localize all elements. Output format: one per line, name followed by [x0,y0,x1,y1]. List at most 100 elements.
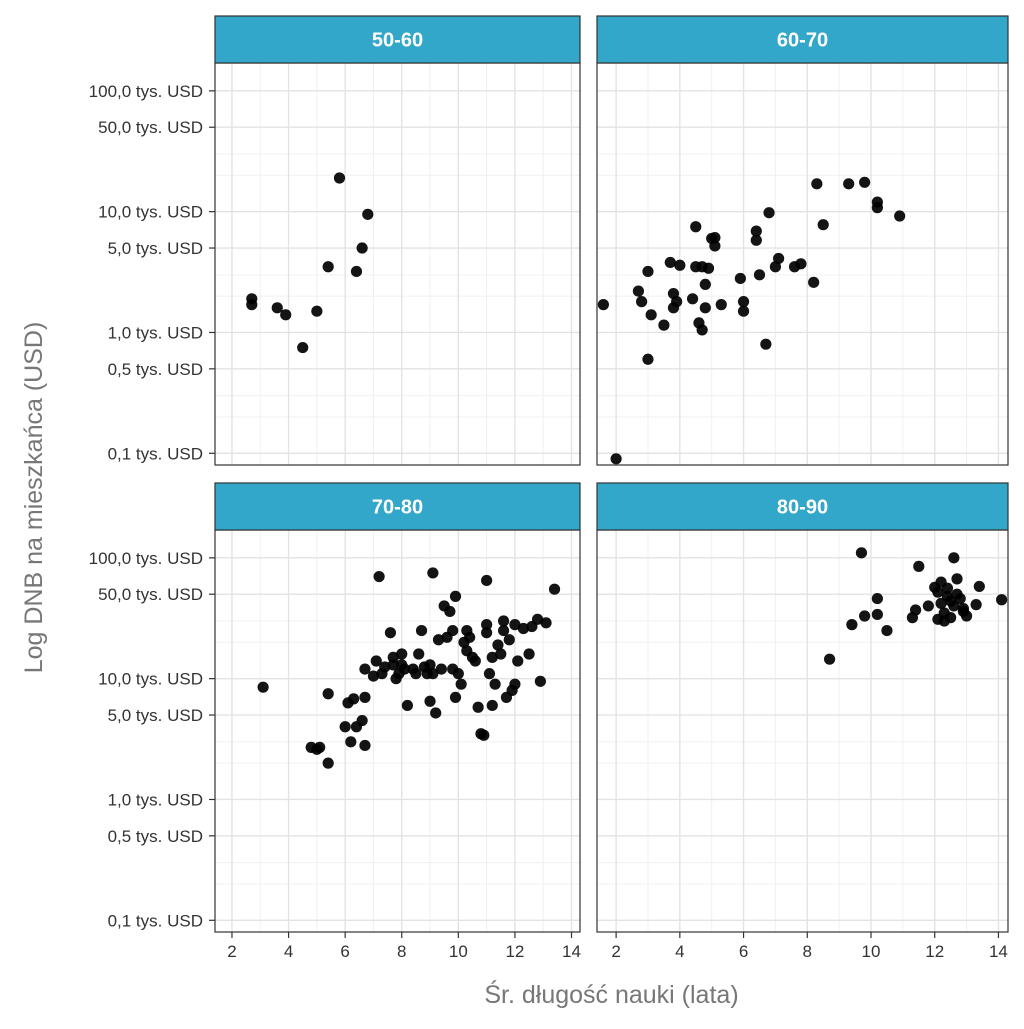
data-point [396,648,408,660]
data-point [871,608,883,621]
facet-strip [596,482,1009,531]
y-tick-label: 1,0 tys. USD [108,790,203,809]
data-point [709,240,721,252]
data-point [715,299,727,311]
data-point [449,691,462,703]
data-point [424,695,436,707]
data-point [871,592,883,605]
y-tick-label: 1,0 tys. USD [108,323,203,342]
data-point [913,560,925,572]
facet-strip-label: 70-80 [372,497,423,519]
data-point [753,269,766,281]
data-point [311,305,323,317]
data-point [846,619,858,631]
data-point [945,612,957,624]
x-tick-label: 12 [925,942,944,961]
data-point [948,600,960,612]
facet-strip [214,15,581,64]
x-tick-label: 12 [505,942,524,961]
data-point [970,599,982,611]
data-point [455,678,467,690]
y-tick-label: 100,0 tys. USD [89,549,203,568]
data-point [271,302,283,314]
data-point [734,272,746,285]
data-point [387,651,399,663]
data-point [373,570,385,583]
data-point [996,594,1008,606]
x-tick-label: 8 [803,942,812,961]
y-tick-label: 50,0 tys. USD [98,585,203,604]
data-point [481,619,493,631]
data-point [333,172,346,184]
data-point [922,600,934,612]
x-tick-label: 10 [449,942,468,961]
x-tick-label: 2 [227,942,236,961]
data-point [478,729,490,741]
data-point [523,648,535,660]
panel-70-80: 70-80 0,1 tys. USD 0,5 tys. USD 1,0 tys. US… [89,482,581,961]
y-tick-label: 100,0 tys. USD [89,82,203,101]
x-tick-label: 10 [862,942,881,961]
data-point [760,338,772,350]
data-point [509,678,521,690]
data-point [910,604,922,616]
data-point [495,648,507,660]
data-point [512,655,524,667]
data-point [415,624,428,637]
data-point [855,547,868,559]
x-tick-label: 8 [397,942,406,961]
data-point [498,615,510,627]
data-point [632,285,645,297]
y-tick-label: 0,1 tys. USD [108,911,203,930]
data-point [339,721,351,733]
x-axis-title: Śr. długość nauki (lata) [484,979,738,1009]
data-point [427,567,439,579]
data-point [737,305,750,317]
data-point [636,296,648,308]
data-point [517,622,530,635]
data-point [795,258,807,270]
data-point [359,691,371,703]
facet-strip [596,15,1009,64]
data-point [960,610,973,622]
facet-strip [214,482,581,531]
data-point [444,605,456,618]
data-point [671,296,683,308]
data-point [951,573,963,585]
data-point [737,296,750,308]
facet-strip-label: 60-70 [777,30,828,52]
data-point [823,653,836,665]
x-tick-label: 14 [562,942,581,961]
y-tick-label: 50,0 tys. USD [98,118,203,137]
data-point [773,252,785,265]
y-tick-label: 5,0 tys. USD [108,706,203,725]
data-point [699,302,711,314]
data-point [435,663,447,675]
facet-strip-label: 80-90 [777,497,828,519]
data-point [486,699,498,712]
data-point [674,259,686,271]
x-tick-label: 14 [989,942,1008,961]
data-point [398,663,411,675]
data-point [314,741,326,753]
data-point [948,552,960,564]
data-point [486,651,498,663]
data-point [424,659,436,671]
data-point [483,668,496,680]
panel-60-70: 60-70 [596,15,1009,466]
data-point [322,261,334,273]
x-tick-label: 4 [675,942,684,961]
y-tick-label: 10,0 tys. USD [98,203,203,222]
data-point [811,178,823,190]
x-tick-label: 6 [340,942,349,961]
data-point [401,699,414,712]
data-point [350,265,363,278]
data-point [492,639,504,651]
panel-50-60: 50-60 0,1 tys. USD 0,5 tys. USD 1,0 tys. US… [89,15,581,466]
y-axis-title: Log DNB na mieszkańca (USD) [20,322,48,674]
data-point [379,661,391,673]
data-point [356,714,368,727]
data-point [472,701,484,713]
data-point [370,655,382,667]
